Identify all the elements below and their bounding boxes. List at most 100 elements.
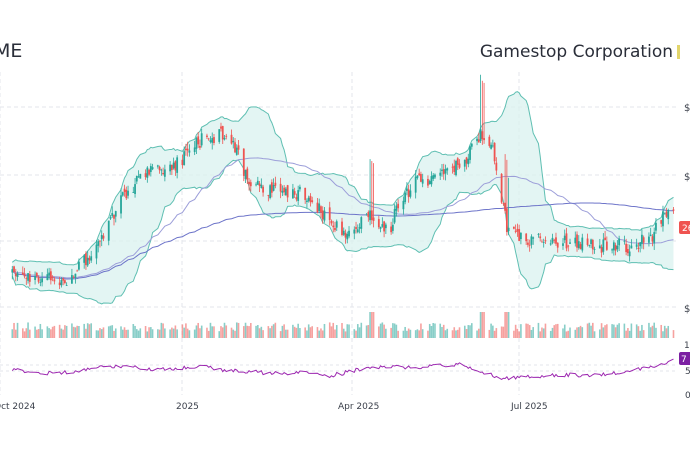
volume-bar — [97, 330, 100, 338]
volume-bar — [206, 327, 208, 338]
volume-bar — [513, 330, 515, 338]
volume-bar — [121, 329, 124, 338]
candle-body — [220, 126, 222, 129]
volume-bar — [378, 326, 380, 338]
volume-bar — [281, 325, 284, 338]
volume-bar — [648, 322, 650, 338]
candle — [479, 74, 482, 143]
candle — [156, 164, 159, 169]
x-axis-label: Jul 2025 — [510, 402, 548, 412]
volume-bar — [269, 328, 271, 338]
candle — [600, 244, 603, 258]
volume-bar — [451, 330, 454, 338]
candle-body — [95, 244, 98, 259]
rsi-value-tag — [679, 352, 690, 365]
candle-body — [58, 282, 61, 286]
candle — [211, 132, 214, 150]
volume-bar — [637, 326, 640, 338]
candle — [267, 194, 270, 202]
volume-bar — [246, 325, 249, 338]
volume-bar — [230, 327, 233, 338]
candle — [630, 239, 633, 249]
candle — [563, 229, 566, 244]
candle — [442, 163, 445, 180]
candle — [256, 176, 259, 185]
volume-bar — [606, 324, 608, 338]
candle — [409, 184, 412, 199]
candle — [360, 216, 363, 234]
candle — [625, 238, 628, 256]
candle-body — [495, 162, 498, 171]
volume-bar — [476, 330, 478, 338]
volume-bar — [479, 312, 482, 338]
candle-body — [605, 241, 608, 250]
candle — [390, 221, 393, 235]
volume-bar — [197, 322, 199, 338]
candle — [181, 154, 184, 169]
volume-bar — [262, 330, 264, 338]
volume-bar — [653, 322, 655, 338]
candle-body — [74, 273, 77, 278]
candle-body — [483, 138, 485, 141]
volume-axis-label: 1 — [684, 341, 690, 351]
candle — [365, 213, 368, 216]
candle-body — [90, 256, 93, 261]
candle-body — [144, 173, 147, 178]
candle-body — [500, 173, 503, 203]
market-status-marker — [677, 45, 680, 59]
volume-bar — [577, 327, 580, 338]
candle — [323, 207, 326, 223]
volume-bar — [244, 322, 247, 338]
candle — [372, 163, 375, 228]
volume-bar — [200, 325, 203, 338]
volume-bar — [157, 329, 159, 338]
volume-bar — [502, 326, 505, 338]
candle — [356, 224, 359, 234]
candle-body — [372, 217, 375, 221]
candle-body — [574, 237, 577, 244]
volume-bar — [120, 326, 122, 338]
volume-bar — [500, 326, 503, 338]
volume-bar — [404, 326, 406, 338]
candle-body — [78, 261, 80, 270]
volume-bar — [46, 326, 49, 338]
candle-body — [13, 266, 15, 273]
candle-body — [618, 238, 621, 246]
candle — [16, 271, 19, 281]
candle-body — [567, 245, 570, 247]
candle-body — [283, 187, 286, 193]
candle-body — [663, 213, 666, 215]
volume-bar — [11, 329, 14, 338]
candle-body — [185, 148, 187, 151]
candle — [649, 227, 652, 237]
moving-averages — [11, 157, 674, 280]
rsi-axis-label: 5 — [685, 367, 690, 377]
candle — [100, 230, 103, 247]
candle — [467, 153, 470, 168]
candle-body — [284, 188, 287, 196]
candle — [134, 177, 136, 198]
candle-body — [367, 212, 370, 218]
candle — [176, 155, 179, 179]
candle-body — [341, 221, 343, 235]
volume-bar — [183, 327, 185, 338]
candle — [465, 156, 468, 170]
candle-body — [344, 232, 347, 238]
candle-body — [418, 173, 421, 176]
volume-bar — [58, 324, 61, 338]
volume-bar — [409, 329, 412, 338]
candle — [334, 221, 336, 233]
candle — [439, 168, 442, 180]
candle-body — [446, 168, 449, 171]
volume-bar — [516, 328, 519, 338]
candle-body — [453, 165, 456, 172]
candle-body — [335, 221, 338, 228]
volume-bar — [341, 323, 343, 338]
candle — [299, 184, 301, 192]
candle-body — [555, 237, 557, 244]
candle — [230, 129, 233, 145]
candle-body — [614, 244, 617, 251]
volume-bar — [418, 330, 420, 338]
candle-body — [281, 190, 284, 193]
